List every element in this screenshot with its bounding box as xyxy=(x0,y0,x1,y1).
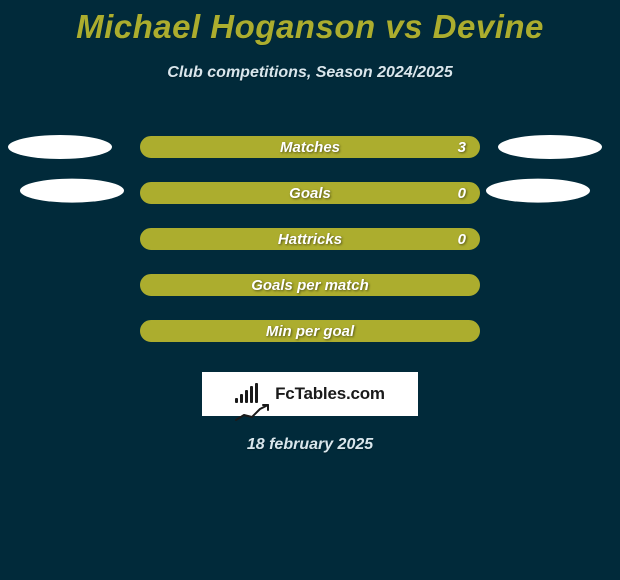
stat-row-min-per-goal: Min per goal xyxy=(0,308,620,354)
left-ellipse xyxy=(8,135,112,159)
stat-value: 3 xyxy=(458,139,466,156)
logo-chip: FcTables.com xyxy=(202,372,418,416)
logo-text-suffix: .com xyxy=(346,384,385,403)
stat-value: 0 xyxy=(458,231,466,248)
stat-bar: Goals 0 xyxy=(139,181,481,205)
stat-bar: Goals per match xyxy=(139,273,481,297)
page-subtitle: Club competitions, Season 2024/2025 xyxy=(0,64,620,82)
stat-value: 0 xyxy=(458,185,466,202)
stat-rows: Matches 3 Goals 0 Hattricks 0 Goals per … xyxy=(0,124,620,354)
stat-bar: Min per goal xyxy=(139,319,481,343)
page-title: Michael Hoganson vs Devine xyxy=(0,0,620,46)
left-ellipse xyxy=(20,179,124,203)
stat-bar: Matches 3 xyxy=(139,135,481,159)
comparison-card: Michael Hoganson vs Devine Club competit… xyxy=(0,0,620,580)
logo-line-icon xyxy=(235,403,269,423)
stat-row-hattricks: Hattricks 0 xyxy=(0,216,620,262)
stat-bar: Hattricks 0 xyxy=(139,227,481,251)
stat-label: Goals xyxy=(289,185,331,202)
stat-label: Matches xyxy=(280,139,340,156)
stat-row-goals: Goals 0 xyxy=(0,170,620,216)
stat-label: Goals per match xyxy=(251,277,369,294)
date-text: 18 february 2025 xyxy=(0,436,620,454)
stat-row-matches: Matches 3 xyxy=(0,124,620,170)
stat-row-goals-per-match: Goals per match xyxy=(0,262,620,308)
right-ellipse xyxy=(486,179,590,203)
logo-bars-icon xyxy=(235,383,269,405)
stat-label: Min per goal xyxy=(266,323,354,340)
logo-text-main: FcTables xyxy=(275,384,346,403)
stat-label: Hattricks xyxy=(278,231,342,248)
logo-text: FcTables.com xyxy=(275,384,385,404)
right-ellipse xyxy=(498,135,602,159)
